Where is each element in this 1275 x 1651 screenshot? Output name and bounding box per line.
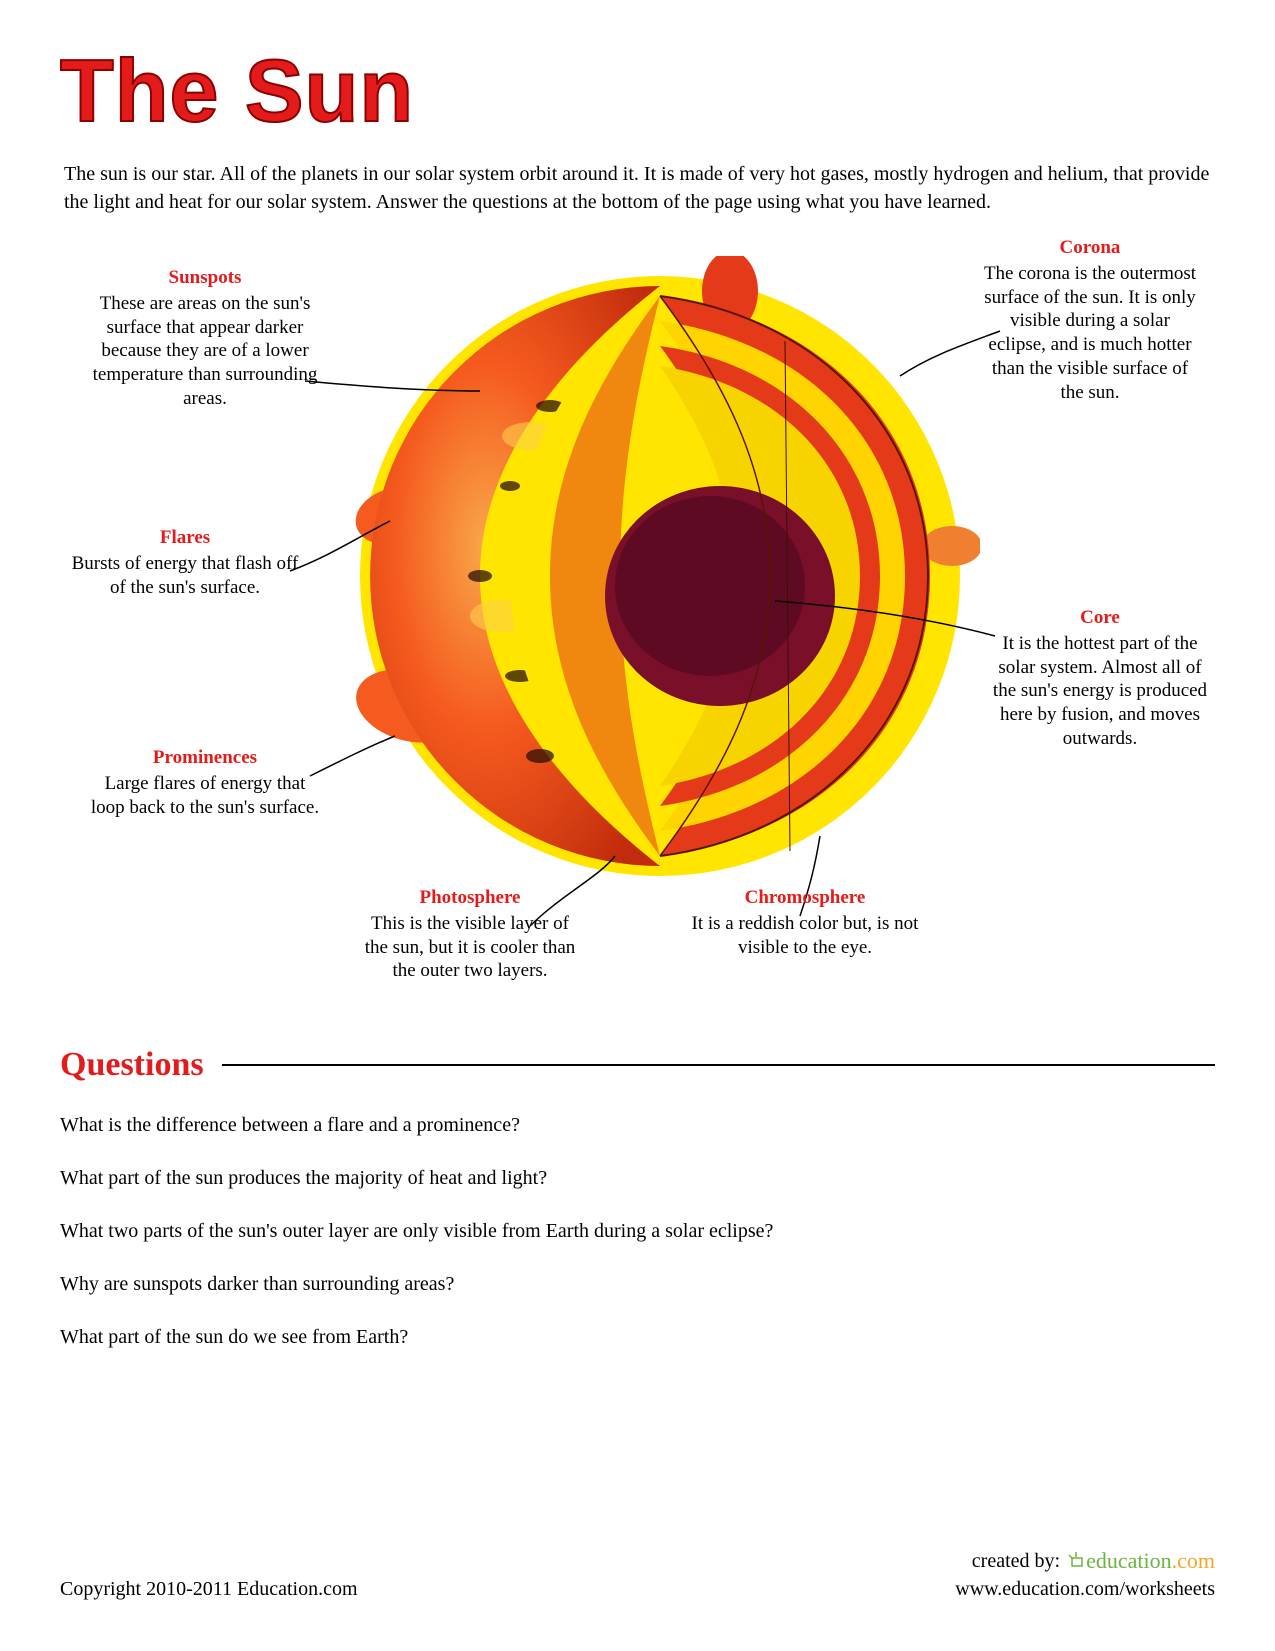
label-chromosphere-desc: It is a reddish color but, is not visibl… [692, 913, 919, 958]
page-title: The Sun [60, 40, 1215, 142]
sun-diagram: Sunspots These are areas on the sun's su… [60, 236, 1215, 1036]
question-2: What part of the sun produces the majori… [60, 1167, 1215, 1190]
label-flares-title: Flares [70, 526, 300, 550]
label-chromosphere-title: Chromosphere [680, 886, 930, 910]
question-1: What is the difference between a flare a… [60, 1114, 1215, 1137]
copyright-text: Copyright 2010-2011 Education.com [60, 1578, 358, 1601]
label-sunspots-title: Sunspots [90, 266, 320, 290]
questions-header: Questions [60, 1046, 1215, 1084]
label-photosphere: Photosphere This is the visible layer of… [360, 886, 580, 983]
label-corona: Corona The corona is the outermost surfa… [980, 236, 1200, 404]
question-3: What two parts of the sun's outer layer … [60, 1220, 1215, 1243]
label-photosphere-title: Photosphere [360, 886, 580, 910]
label-core-desc: It is the hottest part of the solar syst… [993, 633, 1207, 749]
label-prominences-desc: Large flares of energy that loop back to… [91, 773, 319, 818]
education-logo: education.com [1066, 1548, 1215, 1574]
label-corona-title: Corona [980, 236, 1200, 260]
label-prominences-title: Prominences [90, 746, 320, 770]
logo-icon [1066, 1550, 1086, 1570]
label-chromosphere: Chromosphere It is a reddish color but, … [680, 886, 930, 959]
label-core: Core It is the hottest part of the solar… [990, 606, 1210, 751]
label-photosphere-desc: This is the visible layer of the sun, bu… [365, 913, 576, 982]
label-sunspots: Sunspots These are areas on the sun's su… [90, 266, 320, 411]
question-4: Why are sunspots darker than surrounding… [60, 1273, 1215, 1296]
logo-suffix: .com [1172, 1548, 1215, 1573]
label-prominences: Prominences Large flares of energy that … [90, 746, 320, 819]
footer-url: www.education.com/worksheets [955, 1578, 1215, 1601]
questions-rule [222, 1064, 1215, 1066]
intro-paragraph: The sun is our star. All of the planets … [64, 160, 1211, 216]
logo-text: education [1086, 1548, 1172, 1573]
page-footer: Copyright 2010-2011 Education.com create… [60, 1548, 1215, 1601]
label-flares-desc: Bursts of energy that flash off of the s… [72, 553, 299, 598]
label-corona-desc: The corona is the outermost surface of t… [984, 263, 1196, 403]
questions-heading: Questions [60, 1046, 204, 1084]
sun-illustration [340, 256, 980, 896]
label-core-title: Core [990, 606, 1210, 630]
question-5: What part of the sun do we see from Eart… [60, 1326, 1215, 1349]
created-by-label: created by: [972, 1550, 1060, 1573]
label-sunspots-desc: These are areas on the sun's surface tha… [93, 293, 318, 409]
label-flares: Flares Bursts of energy that flash off o… [70, 526, 300, 599]
